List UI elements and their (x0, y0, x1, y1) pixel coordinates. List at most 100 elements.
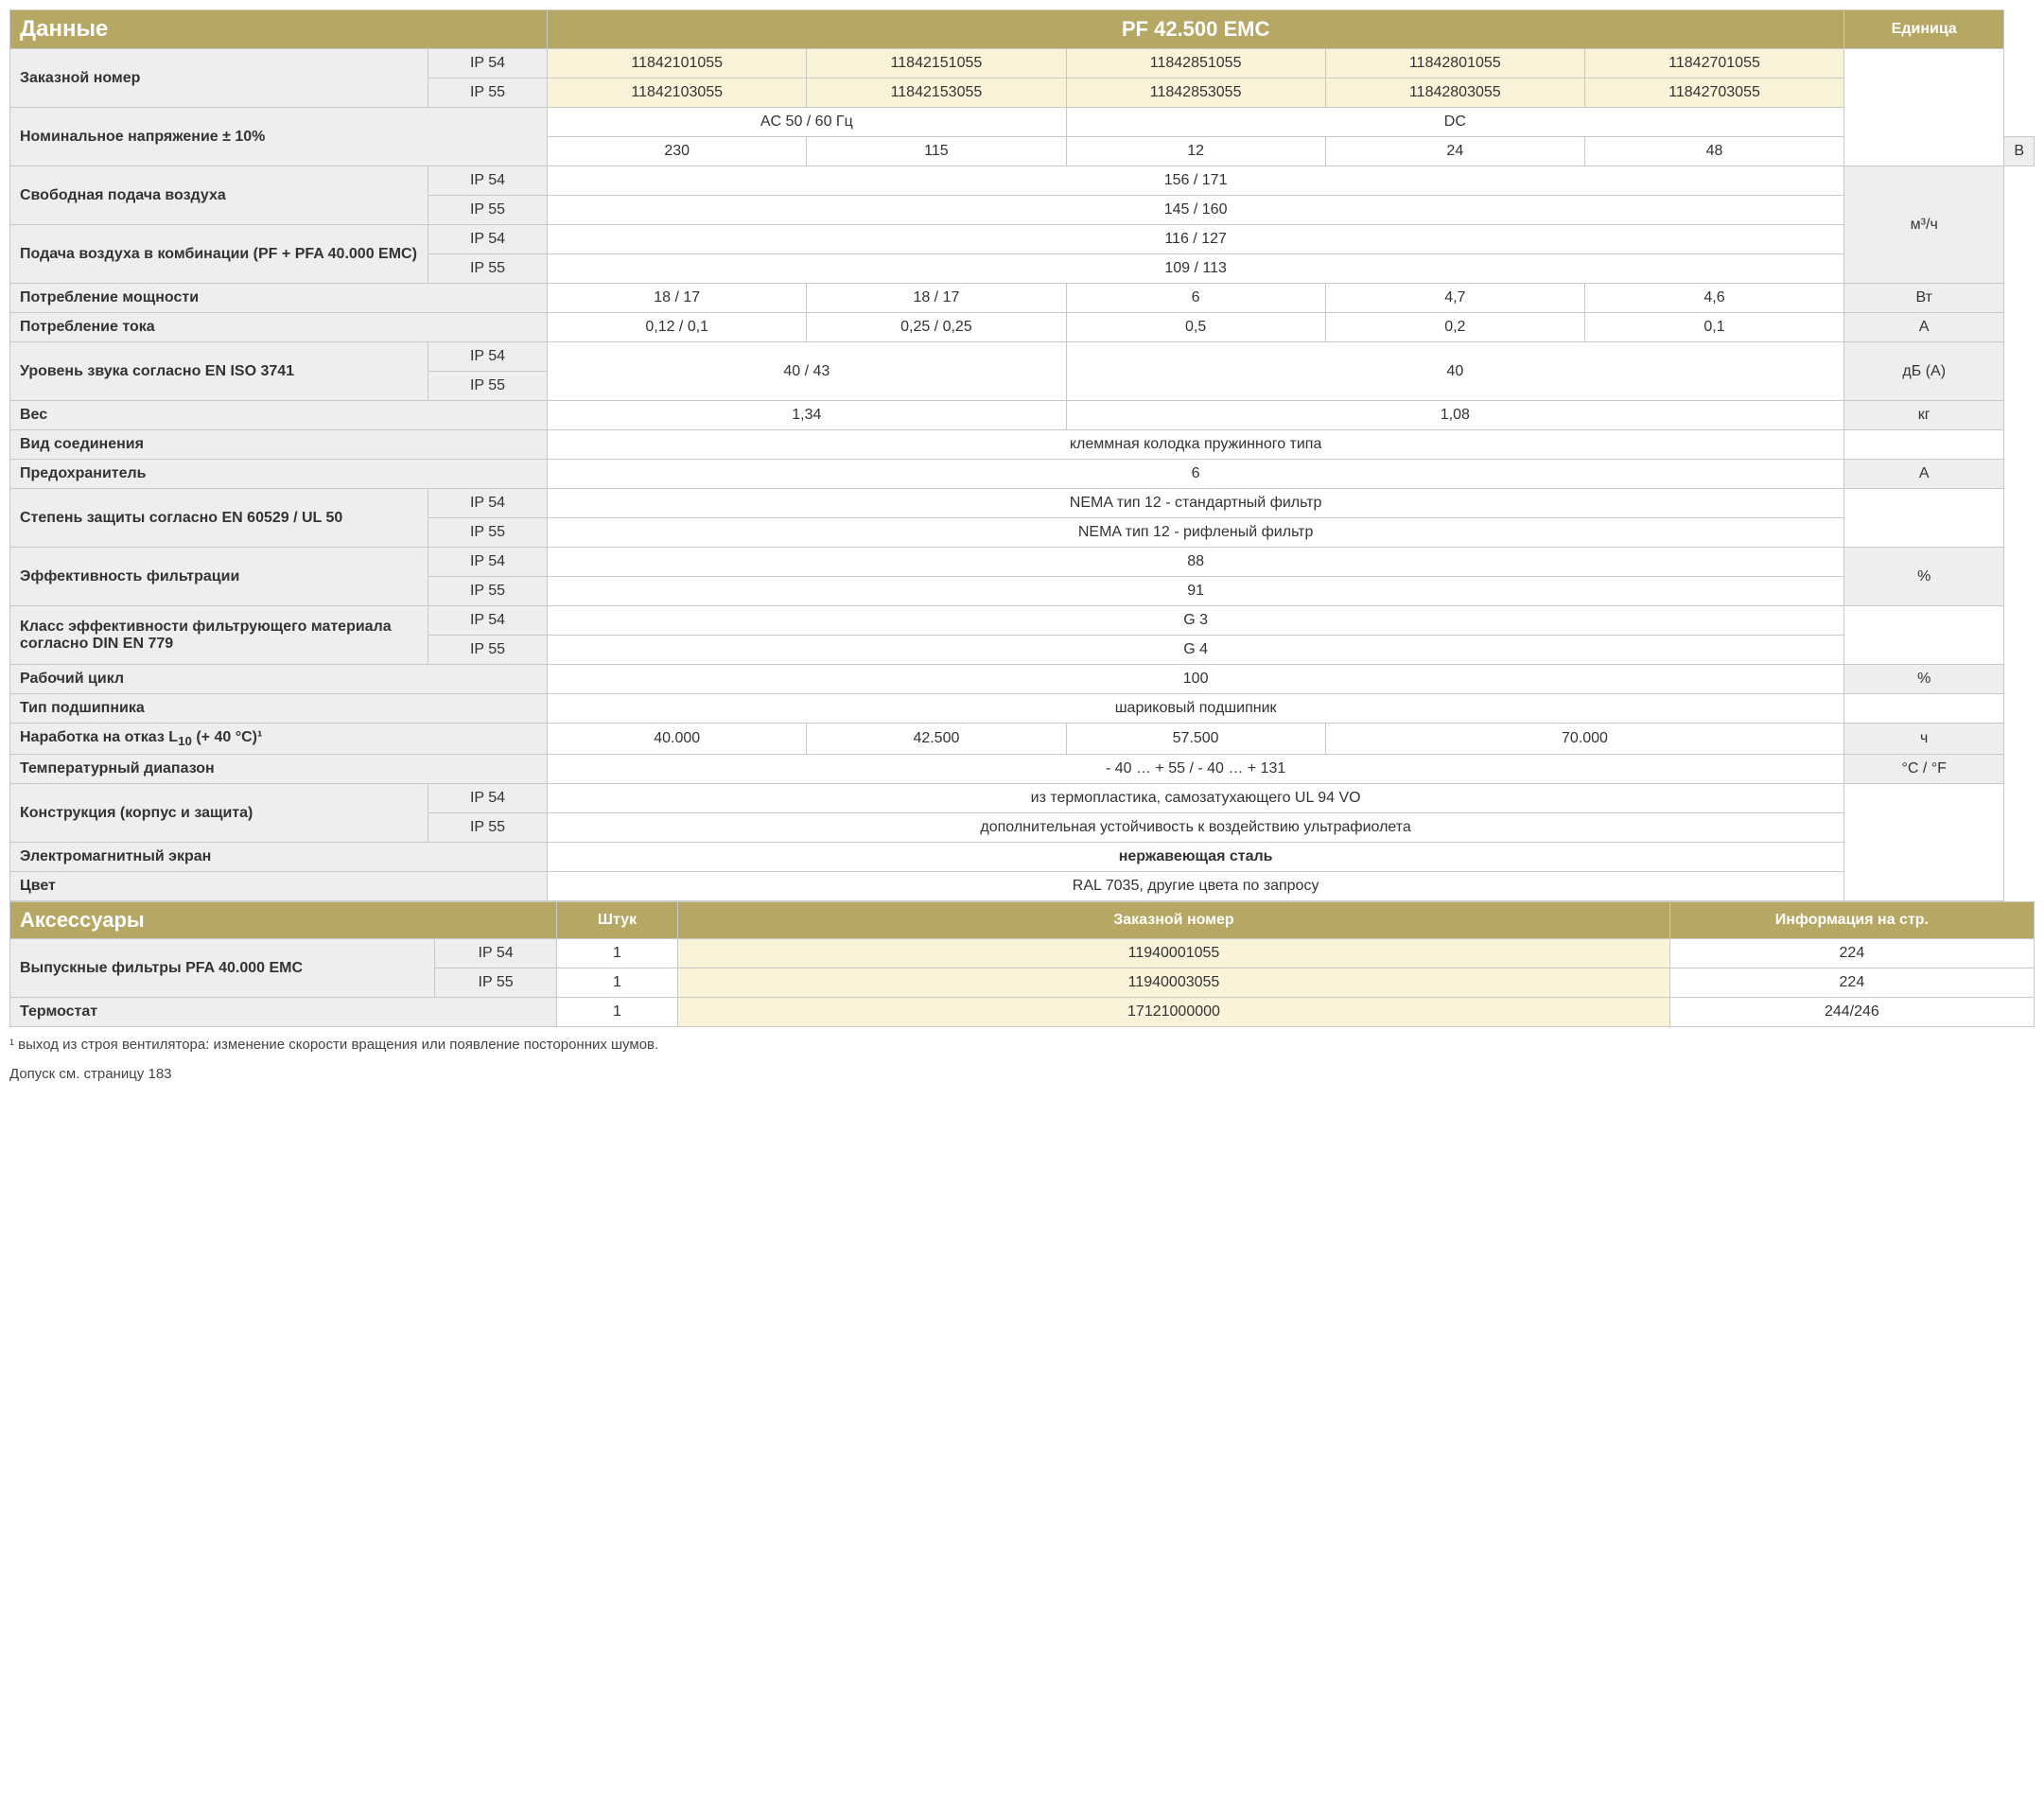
spec-table: Данные PF 42.500 EMC Единица Заказной но… (9, 9, 2035, 901)
row-prot-label: Степень защиты согласно EN 60529 / UL 50 (10, 489, 428, 548)
header-product: PF 42.500 EMC (548, 10, 1844, 49)
order-ip55-3: 11842803055 (1325, 79, 1584, 108)
order-ip54-0: 11842101055 (548, 49, 807, 79)
unit-temp: °C / °F (1844, 755, 2004, 784)
acc-exhaust-ip55-order: 11940003055 (678, 968, 1670, 998)
prot-ip55-val: NEMA тип 12 - рифленый фильтр (548, 518, 1844, 548)
footnote-1: ¹ выход из строя вентилятора: изменение … (9, 1035, 2035, 1056)
mtbf-2: 57.500 (1066, 724, 1325, 755)
accessories-table: Аксессуары Штук Заказной номер Информаци… (9, 901, 2035, 1027)
voltage-0: 230 (548, 137, 807, 166)
constr-ip55: IP 55 (428, 813, 547, 843)
acc-therm-page: 244/246 (1669, 998, 2034, 1027)
acc-col-order: Заказной номер (678, 902, 1670, 939)
acc-therm-label: Термостат (10, 998, 557, 1027)
current-0: 0,12 / 0,1 (548, 313, 807, 342)
order-ip54-3: 11842801055 (1325, 49, 1584, 79)
prot-ip55: IP 55 (428, 518, 547, 548)
filteff-ip55: IP 55 (428, 577, 547, 606)
unit-current: А (1844, 313, 2004, 342)
sound-ip54: IP 54 (428, 342, 547, 372)
power-4: 4,6 (1584, 284, 1843, 313)
prot-ip54-val: NEMA тип 12 - стандартный фильтр (548, 489, 1844, 518)
row-constr-label: Конструкция (корпус и защита) (10, 784, 428, 843)
combo-ip55-val: 109 / 113 (548, 254, 1844, 284)
acc-exhaust-ip55-qty: 1 (556, 968, 677, 998)
unit-air: м³/ч (1844, 166, 2004, 284)
unit-constr (1844, 784, 2004, 901)
freeair-ip54: IP 54 (428, 166, 547, 196)
row-conn-label: Вид соединения (10, 430, 548, 460)
mtbf-pre: Наработка на отказ L (20, 729, 178, 745)
row-sound-label: Уровень звука согласно EN ISO 3741 (10, 342, 428, 401)
emc-val: нержавеющая сталь (548, 843, 1844, 872)
freeair-ip55: IP 55 (428, 196, 547, 225)
voltage-3: 24 (1325, 137, 1584, 166)
row-fuse-label: Предохранитель (10, 460, 548, 489)
voltage-2: 12 (1066, 137, 1325, 166)
unit-filtclass (1844, 606, 2004, 665)
acc-therm-qty: 1 (556, 998, 677, 1027)
header-unit: Единица (1844, 10, 2004, 49)
ip54: IP 54 (428, 49, 547, 79)
order-ip54-1: 11842151055 (807, 49, 1066, 79)
footnote-2: Допуск см. страницу 183 (9, 1064, 2035, 1086)
power-1: 18 / 17 (807, 284, 1066, 313)
unit-filteff: % (1844, 548, 2004, 606)
filtclass-ip55-val: G 4 (548, 636, 1844, 665)
acc-exhaust-ip54-qty: 1 (556, 939, 677, 968)
sound-right: 40 (1066, 342, 1844, 401)
voltage-dc: DC (1066, 108, 1844, 137)
header-data: Данные (10, 10, 548, 49)
constr-ip54: IP 54 (428, 784, 547, 813)
unit-sound: дБ (A) (1844, 342, 2004, 401)
mtbf-0: 40.000 (548, 724, 807, 755)
unit-fuse: A (1844, 460, 2004, 489)
weight-left: 1,34 (548, 401, 1066, 430)
row-temp-label: Температурный диапазон (10, 755, 548, 784)
power-0: 18 / 17 (548, 284, 807, 313)
power-3: 4,7 (1325, 284, 1584, 313)
order-ip55-0: 11842103055 (548, 79, 807, 108)
freeair-ip54-val: 156 / 171 (548, 166, 1844, 196)
sound-ip55: IP 55 (428, 372, 547, 401)
acc-therm-order: 17121000000 (678, 998, 1670, 1027)
row-voltage-label: Номинальное напряжение ± 10% (10, 108, 548, 166)
mtbf-3: 70.000 (1325, 724, 1843, 755)
acc-exhaust-ip54-order: 11940001055 (678, 939, 1670, 968)
acc-exhaust-ip55-page: 224 (1669, 968, 2034, 998)
voltage-1: 115 (807, 137, 1066, 166)
row-order-label: Заказной номер (10, 49, 428, 108)
row-emc-label: Электромагнитный экран (10, 843, 548, 872)
constr-ip54-val: из термопластика, самозатухающего UL 94 … (548, 784, 1844, 813)
color-val: RAL 7035, другие цвета по запросу (548, 872, 1844, 901)
combo-ip55: IP 55 (428, 254, 547, 284)
constr-ip55-val: дополнительная устойчивость к воздействи… (548, 813, 1844, 843)
row-filteff-label: Эффективность фильтрации (10, 548, 428, 606)
order-ip55-2: 11842853055 (1066, 79, 1325, 108)
unit-conn (1844, 430, 2004, 460)
current-3: 0,2 (1325, 313, 1584, 342)
order-ip54-2: 11842851055 (1066, 49, 1325, 79)
row-color-label: Цвет (10, 872, 548, 901)
unit-power: Вт (1844, 284, 2004, 313)
voltage-ac: AC 50 / 60 Гц (548, 108, 1066, 137)
acc-col-qty: Штук (556, 902, 677, 939)
current-4: 0,1 (1584, 313, 1843, 342)
unit-weight: кг (1844, 401, 2004, 430)
temp-val: - 40 … + 55 / - 40 … + 131 (548, 755, 1844, 784)
unit-voltage: В (2004, 137, 2035, 166)
acc-header: Аксессуары (10, 902, 557, 939)
mtbf-post: (+ 40 °C)¹ (192, 729, 262, 745)
order-ip55-4: 11842703055 (1584, 79, 1843, 108)
unit-prot (1844, 489, 2004, 548)
filteff-ip55-val: 91 (548, 577, 1844, 606)
sound-left: 40 / 43 (548, 342, 1066, 401)
filtclass-ip54-val: G 3 (548, 606, 1844, 636)
fuse-val: 6 (548, 460, 1844, 489)
row-mtbf-label: Наработка на отказ L10 (+ 40 °C)¹ (10, 724, 548, 755)
power-2: 6 (1066, 284, 1325, 313)
filteff-ip54: IP 54 (428, 548, 547, 577)
conn-val: клеммная колодка пружинного типа (548, 430, 1844, 460)
unit-bearing (1844, 694, 2004, 724)
